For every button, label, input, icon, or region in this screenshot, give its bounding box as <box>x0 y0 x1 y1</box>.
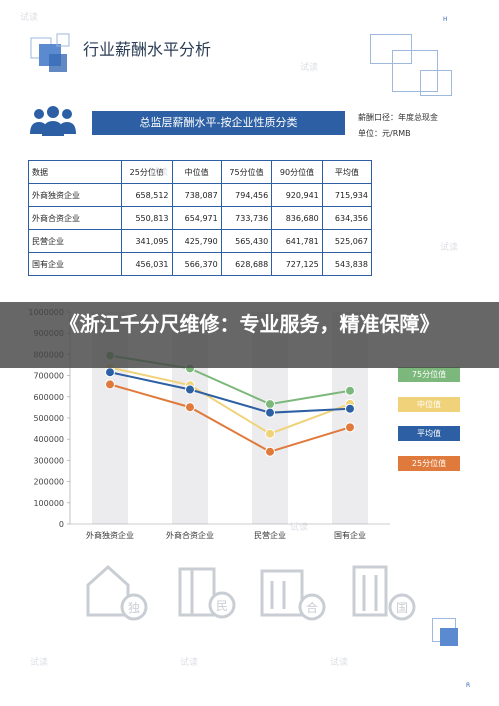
legend-item: 25分位值 <box>398 456 460 471</box>
table-cell: 715,934 <box>321 183 373 207</box>
data-point <box>345 385 355 396</box>
table-cell: 425,790 <box>171 229 222 253</box>
watermark-text: 试读 <box>300 63 319 73</box>
page-title: 行业薪酬水平分析 <box>83 40 212 59</box>
table-header-row: 数据 25分位值 中位值 75分位值 90分位值 平均值 <box>28 160 373 184</box>
table-cell: 654,971 <box>171 206 222 230</box>
table-header-cell: 90分位值 <box>271 160 323 184</box>
table-row: 外商合资企业 550,813 654,971 733,736 836,680 6… <box>28 206 373 230</box>
table-cell: 658,512 <box>121 183 173 207</box>
watermark-text: 试读 <box>180 658 199 668</box>
table-cell: 341,095 <box>121 229 173 253</box>
table-row: 外商独资企业 658,512 738,087 794,456 920,941 7… <box>28 183 373 207</box>
enterprise-type-icons: 独 民 合 国 <box>86 564 416 621</box>
squares-logo-icon <box>30 33 70 72</box>
table-cell: 794,456 <box>220 183 273 207</box>
table-cell: 民营企业 <box>28 229 122 253</box>
watermark-text: 试读 <box>30 658 49 668</box>
decor-square <box>370 34 412 64</box>
table-header-cell: 平均值 <box>321 160 373 184</box>
foreign-owned-building-icon: 独 <box>86 564 148 621</box>
x-tick-label: 民营企业 <box>254 530 286 540</box>
table-cell: 628,688 <box>220 252 273 276</box>
y-tick-label: 0 <box>59 520 64 529</box>
y-tick-label: 500000 <box>33 414 64 423</box>
state-owned-building-icon: 国 <box>352 565 416 621</box>
table-cell: 727,125 <box>271 252 323 276</box>
x-tick-label: 外商合资企业 <box>166 530 214 540</box>
x-tick-label: 国有企业 <box>334 530 366 540</box>
corner-mark-bottom: R <box>466 682 471 689</box>
people-group-icon <box>30 106 76 136</box>
section-banner: 总监层薪酬水平-按企业性质分类 <box>92 111 345 135</box>
bottom-icon-label: 民 <box>216 599 228 613</box>
y-tick-label: 600000 <box>33 393 64 402</box>
legend-item: 中位值 <box>398 397 460 412</box>
watermark-text: 试读 <box>20 13 39 23</box>
y-tick-label: 300000 <box>33 456 64 465</box>
title-overlay: 《浙江千分尺维修：专业服务，精准保障》 <box>0 302 499 368</box>
data-point <box>265 428 275 439</box>
table-cell: 836,680 <box>271 206 323 230</box>
salary-table: 数据 25分位值 中位值 75分位值 90分位值 平均值 外商独资企业 658,… <box>28 160 373 276</box>
table-cell: 566,370 <box>171 252 222 276</box>
data-point <box>345 403 355 414</box>
y-tick-label: 700000 <box>33 372 64 381</box>
bottom-icon-label: 国 <box>396 601 408 615</box>
y-tick-label: 200000 <box>33 478 64 487</box>
table-cell: 550,813 <box>121 206 173 230</box>
data-point <box>265 407 275 418</box>
table-cell: 565,430 <box>220 229 273 253</box>
watermark-text: 试读 <box>330 658 349 668</box>
legend-item: 75分位值 <box>398 367 460 382</box>
watermark-text: 试读 <box>290 523 309 533</box>
watermark-text: 试读 <box>440 243 459 253</box>
x-tick-label: 外商独资企业 <box>86 530 134 540</box>
data-point <box>185 384 195 395</box>
private-building-icon: 合 <box>260 569 326 621</box>
table-cell: 外商独资企业 <box>28 183 122 207</box>
table-cell: 456,031 <box>121 252 173 276</box>
overlay-title: 《浙江千分尺维修：专业服务，精准保障》 <box>59 312 440 336</box>
table-cell: 国有企业 <box>28 252 122 276</box>
unit-note: 单位：元/RMB <box>358 129 411 138</box>
table-header-cell: 数据 <box>28 160 122 184</box>
data-point <box>105 379 115 390</box>
decor-square <box>440 628 458 646</box>
series-line <box>109 366 351 435</box>
table-cell: 634,356 <box>321 206 373 230</box>
table-cell: 641,781 <box>271 229 323 253</box>
table-cell: 外商合资企业 <box>28 206 122 230</box>
data-point <box>105 367 115 378</box>
y-tick-label: 100000 <box>33 499 64 508</box>
table-cell: 733,736 <box>220 206 273 230</box>
data-point <box>185 402 195 413</box>
series-line <box>109 383 351 453</box>
series-line <box>109 371 351 414</box>
table-header-cell: 中位值 <box>171 160 222 184</box>
decor-square <box>420 70 452 96</box>
joint-venture-building-icon: 民 <box>178 567 236 619</box>
table-cell: 543,838 <box>321 252 373 276</box>
bottom-icon-label: 合 <box>306 600 318 615</box>
data-point <box>345 422 355 433</box>
data-point <box>265 399 275 410</box>
caliber-note: 薪酬口径：年度总现金 <box>358 113 438 122</box>
legend-item: 平均值 <box>398 426 460 441</box>
data-point <box>265 446 275 457</box>
bottom-icon-label: 独 <box>128 601 140 615</box>
table-cell: 525,067 <box>321 229 373 253</box>
watermark-text: 试读 <box>150 168 169 178</box>
y-tick-label: 400000 <box>33 435 64 444</box>
decor-square <box>392 50 438 92</box>
corner-mark-top: H <box>443 16 448 23</box>
table-cell: 738,087 <box>171 183 222 207</box>
table-row: 民营企业 341,095 425,790 565,430 641,781 525… <box>28 229 373 253</box>
table-header-cell: 75分位值 <box>220 160 273 184</box>
table-cell: 920,941 <box>271 183 323 207</box>
table-row: 国有企业 456,031 566,370 628,688 727,125 543… <box>28 252 373 276</box>
